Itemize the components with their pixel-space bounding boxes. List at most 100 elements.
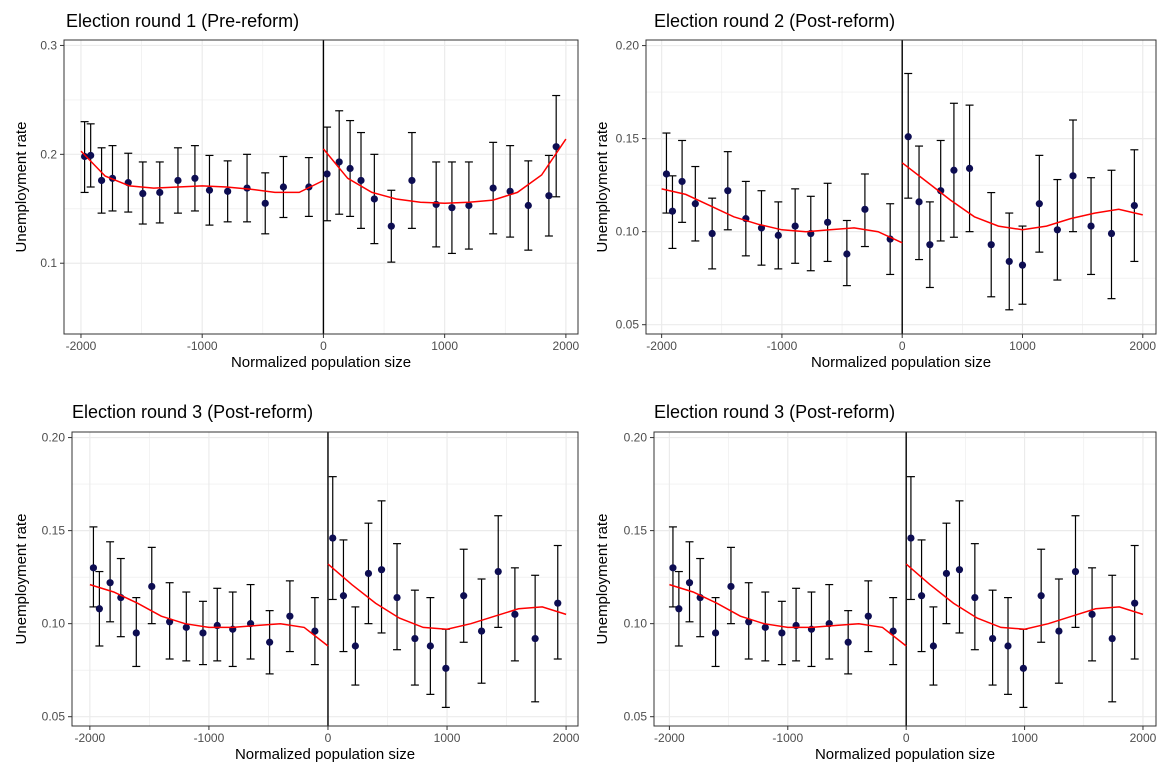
fit-line-left — [669, 583, 907, 647]
data-point — [426, 642, 434, 650]
data-point — [346, 164, 354, 173]
data-point — [554, 599, 562, 607]
data-point — [377, 566, 386, 574]
y-axis-label: Unemployment rate — [13, 514, 30, 645]
y-axis-label: Unemployment rate — [13, 122, 30, 253]
data-point — [904, 133, 912, 141]
data-point — [132, 629, 140, 637]
chart-title: Election round 3 (Post-reform) — [654, 402, 895, 422]
y-tick-label: 0.2 — [40, 147, 57, 161]
data-point — [97, 176, 106, 185]
data-point — [955, 566, 964, 574]
chart-title: Election round 3 (Post-reform) — [72, 402, 313, 422]
data-point — [1107, 229, 1116, 238]
y-tick-label: 0.1 — [40, 256, 57, 270]
panel-round-2: -2000 -1000 0 1000 2000 0.05 0.10 0.15 0.20 Elect… — [594, 11, 1157, 371]
y-tick-label: 0.10 — [616, 225, 640, 239]
data-point — [266, 638, 274, 646]
x-tick-label: -2000 — [654, 731, 685, 745]
data-point — [824, 218, 832, 226]
data-point — [929, 642, 938, 650]
data-point — [711, 629, 720, 637]
panel-round-3-left: -2000 -1000 0 1000 2000 0.05 0.10 0.15 0.20 Elect… — [13, 402, 580, 763]
y-tick-label: 0.15 — [42, 524, 66, 538]
data-point — [915, 198, 923, 206]
data-point — [724, 187, 732, 195]
data-point — [95, 605, 103, 613]
data-point — [545, 192, 553, 200]
x-tick-label: 0 — [320, 339, 327, 353]
data-point — [408, 176, 416, 185]
data-point — [81, 152, 89, 161]
y-axis-label: Unemployment rate — [594, 514, 611, 645]
fit-line-left — [661, 188, 903, 244]
x-tick-label: -1000 — [194, 731, 225, 745]
panel-round-3-right: -2000 -1000 0 1000 2000 0.05 0.10 0.15 0.20 Elect… — [594, 402, 1157, 763]
y-tick-label: 0.10 — [42, 617, 66, 631]
data-point — [148, 582, 156, 591]
y-tick-label: 0.05 — [624, 710, 648, 724]
data-point — [685, 579, 694, 587]
data-point — [950, 166, 958, 174]
x-axis-label: Normalized population size — [811, 354, 991, 371]
data-point — [261, 199, 269, 207]
y-tick-label: 0.15 — [624, 524, 648, 538]
data-point — [662, 170, 671, 178]
data-point — [411, 634, 419, 643]
data-point — [937, 187, 945, 195]
data-point — [139, 189, 147, 198]
plot-background — [72, 432, 578, 726]
data-point — [335, 158, 343, 166]
data-point — [89, 564, 98, 572]
data-point — [1019, 664, 1027, 672]
data-point — [323, 170, 331, 178]
data-point — [1005, 257, 1013, 266]
data-point — [552, 143, 560, 151]
data-point — [691, 200, 699, 208]
data-point — [889, 627, 897, 635]
data-point — [351, 642, 359, 650]
x-tick-label: 1000 — [431, 339, 458, 353]
plot-background — [646, 40, 1156, 334]
data-point — [460, 592, 468, 600]
panel-border — [71, 431, 579, 727]
data-point — [987, 241, 995, 249]
chart-title: Election round 1 (Pre-reform) — [66, 11, 299, 31]
data-point — [669, 564, 677, 572]
x-tick-label: 1000 — [1011, 731, 1038, 745]
data-point — [1131, 599, 1139, 607]
data-point — [511, 610, 519, 618]
data-point — [477, 627, 486, 635]
x-tick-label: 1000 — [434, 731, 461, 745]
data-point — [843, 250, 851, 258]
data-point — [357, 176, 365, 185]
x-axis-label: Normalized population size — [235, 746, 415, 763]
y-tick-label: 0.15 — [616, 132, 640, 146]
data-point — [1130, 202, 1138, 210]
data-point — [448, 204, 456, 212]
data-point — [224, 187, 232, 195]
data-point — [387, 222, 395, 230]
x-tick-label: -1000 — [767, 339, 798, 353]
fit-line-right — [905, 563, 1144, 630]
data-point — [174, 176, 182, 185]
x-axis-label: Normalized population size — [231, 354, 411, 371]
data-point — [1108, 634, 1116, 643]
x-tick-label: 2000 — [1130, 731, 1157, 745]
y-tick-label: 0.05 — [42, 710, 66, 724]
y-tick-label: 0.05 — [616, 318, 640, 332]
data-point — [989, 634, 997, 643]
x-tick-label: 1000 — [1009, 339, 1036, 353]
data-point — [1035, 200, 1043, 208]
data-point — [791, 222, 799, 230]
data-point — [774, 231, 782, 239]
fit-line-right — [901, 162, 1143, 231]
x-tick-label: 0 — [903, 731, 910, 745]
data-point — [156, 188, 164, 197]
data-point — [844, 638, 852, 646]
panel-round-1: -2000 -1000 0 1000 2000 0.1 0.2 0.3 Election rou… — [13, 11, 580, 371]
x-tick-label: -2000 — [66, 339, 97, 353]
data-point — [494, 567, 502, 576]
